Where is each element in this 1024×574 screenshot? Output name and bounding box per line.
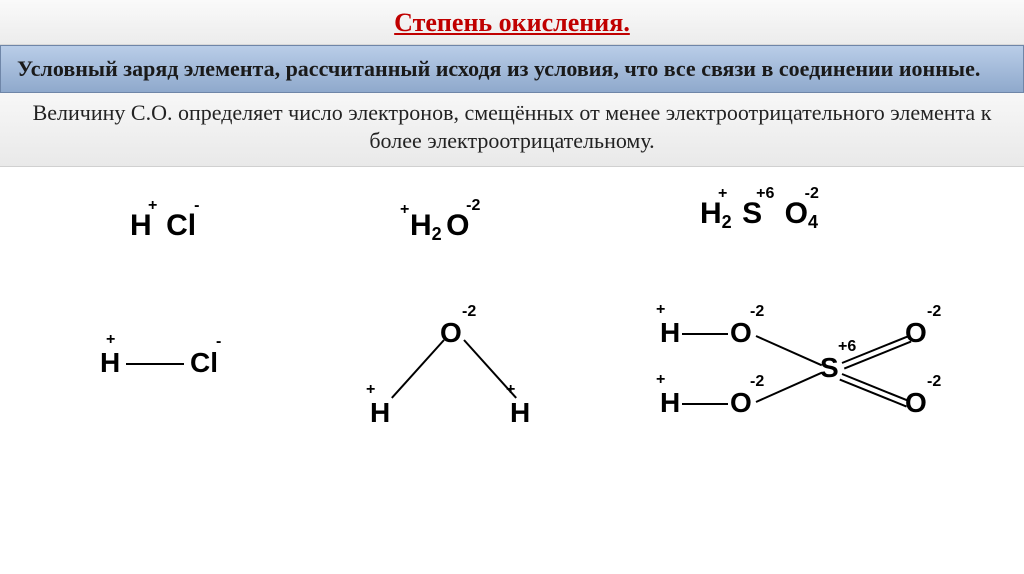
atom-o4: O4 -2 [785,197,818,233]
charge-h1: + [656,301,665,319]
definition-box: Условный заряд элемента, рассчитанный ис… [0,45,1024,93]
diagram-area: H + Cl - + H2 O -2 H2 + S +6 O4 -2 [0,167,1024,537]
atom-o4-sub: 4 [808,212,818,232]
atom-o4-charge: -2 [805,185,819,203]
charge-h1: + [366,381,375,399]
atom-h3: H2 + [700,197,732,233]
charge-s: +6 [838,338,856,356]
h2o-prefix-charge: + [400,201,409,219]
charge-cl: - [216,333,221,351]
formula-h2o: + H2 O -2 [410,209,469,245]
charge-h: + [106,331,115,349]
bond [756,372,823,403]
bond [682,403,728,405]
atom-cl-sym: Cl [166,209,196,242]
structure-hcl: H+ Cl- [100,317,260,397]
atom-o3: O [905,317,927,349]
page-title: Степень окисления. [394,8,630,37]
atom-h-charge: + [148,197,157,215]
charge-h2: + [656,371,665,389]
charge-o: -2 [462,303,476,321]
atom-h3-sub: 2 [722,212,732,232]
atom-o: O [440,317,462,349]
atom-o1: O [730,317,752,349]
atom-o4: O [905,387,927,419]
atom-o1: O -2 [446,209,469,243]
atom-h: H + [130,209,152,243]
atom-cl-charge: - [194,197,199,215]
bond [756,335,823,366]
atom-o2: O [730,387,752,419]
structure-h2so4: H+H+O-2O-2S+6O-2O-2 [660,317,970,447]
atom-o1-charge: -2 [466,197,480,215]
atom-cl: Cl [190,347,218,379]
bond [391,339,445,398]
bond [682,333,728,335]
charge-o3: -2 [927,303,941,321]
atom-h2: H [510,397,530,429]
atom-s-charge: +6 [756,185,774,203]
structure-h2o: O-2H+H+ [370,317,570,447]
atom-h2-sym: H [410,209,432,242]
definition-text: Условный заряд элемента, рассчитанный ис… [17,56,980,81]
title-bar: Степень окисления. [0,0,1024,45]
atom-h2-sub: 2 [432,224,442,244]
atom-s: S [820,352,839,384]
bond [126,363,184,365]
atom-cl: Cl - [166,209,196,243]
charge-h2: + [506,381,515,399]
atom-h1: H [660,317,680,349]
atom-s: S +6 [742,197,762,231]
formula-hcl: H + Cl - [130,209,196,243]
formula-h2so4: H2 + S +6 O4 -2 [700,197,818,233]
atom-h2: H2 [410,209,442,245]
charge-o2: -2 [750,373,764,391]
subnote-text: Величину С.О. определяет число электроно… [33,100,992,154]
bond [842,373,910,402]
atom-h3-charge: + [718,185,727,203]
charge-o1: -2 [750,303,764,321]
atom-h1: H [370,397,390,429]
subnote-box: Величину С.О. определяет число электроно… [0,93,1024,167]
atom-h: H [100,347,120,379]
atom-h2: H [660,387,680,419]
charge-o4: -2 [927,373,941,391]
